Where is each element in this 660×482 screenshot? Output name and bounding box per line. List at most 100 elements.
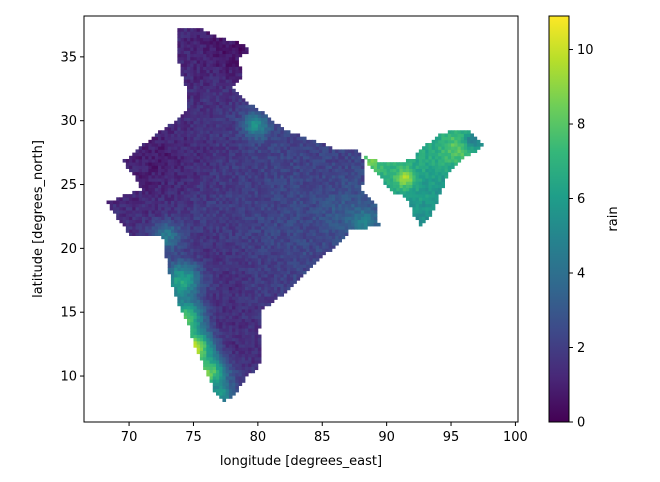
heatmap-cell xyxy=(325,181,330,185)
heatmap-cell xyxy=(425,213,429,217)
heatmap-cell xyxy=(164,235,169,240)
heatmap-cell xyxy=(364,210,368,214)
heatmap-cell xyxy=(309,139,313,144)
heatmap-cell xyxy=(235,254,239,259)
heatmap-cell xyxy=(238,120,243,125)
heatmap-cell xyxy=(273,216,278,221)
heatmap-cell xyxy=(138,184,143,189)
heatmap-cell xyxy=(212,328,217,332)
heatmap-cell xyxy=(216,190,220,195)
heatmap-cell xyxy=(319,238,323,243)
heatmap-cell xyxy=(367,213,371,217)
heatmap-cell xyxy=(277,289,281,294)
heatmap-cell xyxy=(180,168,185,173)
heatmap-cell xyxy=(170,273,175,278)
heatmap-cell xyxy=(325,245,330,249)
heatmap-cell xyxy=(135,174,140,179)
heatmap-cell xyxy=(280,174,285,179)
heatmap-cell xyxy=(267,293,272,297)
heatmap-cell xyxy=(441,146,445,150)
heatmap-cell xyxy=(219,289,223,294)
heatmap-cell xyxy=(203,203,207,208)
heatmap-cell xyxy=(254,165,259,169)
heatmap-cell xyxy=(354,178,359,182)
heatmap-cell xyxy=(209,66,214,71)
heatmap-cell xyxy=(125,197,130,201)
heatmap-cell xyxy=(447,165,452,169)
heatmap-cell xyxy=(209,187,214,192)
heatmap-cell xyxy=(164,232,169,236)
heatmap-cell xyxy=(244,139,249,144)
heatmap-cell xyxy=(302,206,307,211)
heatmap-cell xyxy=(261,283,265,288)
heatmap-cell xyxy=(428,194,433,198)
heatmap-cell xyxy=(158,219,162,224)
heatmap-cell xyxy=(216,95,220,99)
heatmap-cell xyxy=(370,210,375,214)
heatmap-cell xyxy=(216,69,220,74)
heatmap-cell xyxy=(199,206,204,211)
heatmap-cell xyxy=(244,47,249,51)
heatmap-cell xyxy=(151,187,156,192)
heatmap-cell xyxy=(264,187,268,192)
heatmap-cell xyxy=(190,158,194,163)
heatmap-cell xyxy=(180,299,185,304)
heatmap-cell xyxy=(199,56,204,61)
heatmap-cell xyxy=(187,130,191,134)
heatmap-cell xyxy=(167,190,172,195)
heatmap-cell xyxy=(290,206,294,211)
heatmap-cell xyxy=(196,315,201,319)
heatmap-cell xyxy=(232,280,236,284)
heatmap-cell xyxy=(203,107,207,112)
heatmap-cell xyxy=(216,47,220,51)
heatmap-cell xyxy=(248,152,252,157)
heatmap-cell xyxy=(212,203,217,208)
heatmap-cell xyxy=(241,107,246,112)
heatmap-cell xyxy=(199,44,204,48)
heatmap-cell xyxy=(190,219,194,224)
heatmap-cell xyxy=(351,219,355,224)
heatmap-cell xyxy=(170,283,175,288)
heatmap-cell xyxy=(196,171,201,176)
heatmap-cell xyxy=(296,257,301,262)
heatmap-cell xyxy=(216,194,220,198)
heatmap-cell xyxy=(257,356,262,361)
heatmap-cell xyxy=(264,200,268,205)
heatmap-cell xyxy=(219,334,223,339)
heatmap-cell xyxy=(151,203,156,208)
heatmap-cell xyxy=(338,206,342,211)
heatmap-cell xyxy=(418,155,423,160)
heatmap-cell xyxy=(228,321,233,326)
heatmap-cell xyxy=(232,270,236,275)
heatmap-cell xyxy=(251,302,256,307)
heatmap-cell xyxy=(254,366,259,371)
heatmap-cell xyxy=(261,111,265,115)
heatmap-cell xyxy=(164,133,169,138)
heatmap-cell xyxy=(158,165,162,169)
heatmap-cell xyxy=(357,200,362,205)
heatmap-cell xyxy=(431,149,436,154)
heatmap-cell xyxy=(232,53,236,58)
heatmap-cell xyxy=(235,328,239,332)
heatmap-cell xyxy=(241,181,246,185)
heatmap-cell xyxy=(267,187,272,192)
heatmap-cell xyxy=(296,241,301,246)
heatmap-cell xyxy=(273,143,278,147)
heatmap-cell xyxy=(283,261,288,265)
heatmap-cell xyxy=(206,257,210,262)
heatmap-cell xyxy=(325,194,330,198)
heatmap-cell xyxy=(219,91,223,96)
heatmap-cell xyxy=(360,213,365,217)
heatmap-cell xyxy=(344,149,349,154)
heatmap-cell xyxy=(454,146,458,150)
heatmap-cell xyxy=(286,206,291,211)
heatmap-cell xyxy=(232,181,236,185)
heatmap-cell xyxy=(225,50,230,55)
heatmap-cell xyxy=(348,152,352,157)
heatmap-cell xyxy=(267,229,272,233)
heatmap-cell xyxy=(203,197,207,201)
heatmap-cell xyxy=(167,229,172,233)
heatmap-cell xyxy=(154,146,159,150)
heatmap-cell xyxy=(273,130,278,134)
heatmap-cell xyxy=(228,158,233,163)
